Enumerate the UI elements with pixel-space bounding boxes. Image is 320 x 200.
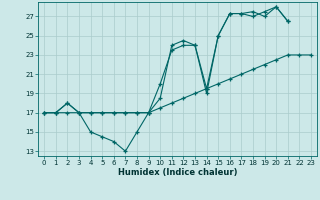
X-axis label: Humidex (Indice chaleur): Humidex (Indice chaleur) (118, 168, 237, 177)
